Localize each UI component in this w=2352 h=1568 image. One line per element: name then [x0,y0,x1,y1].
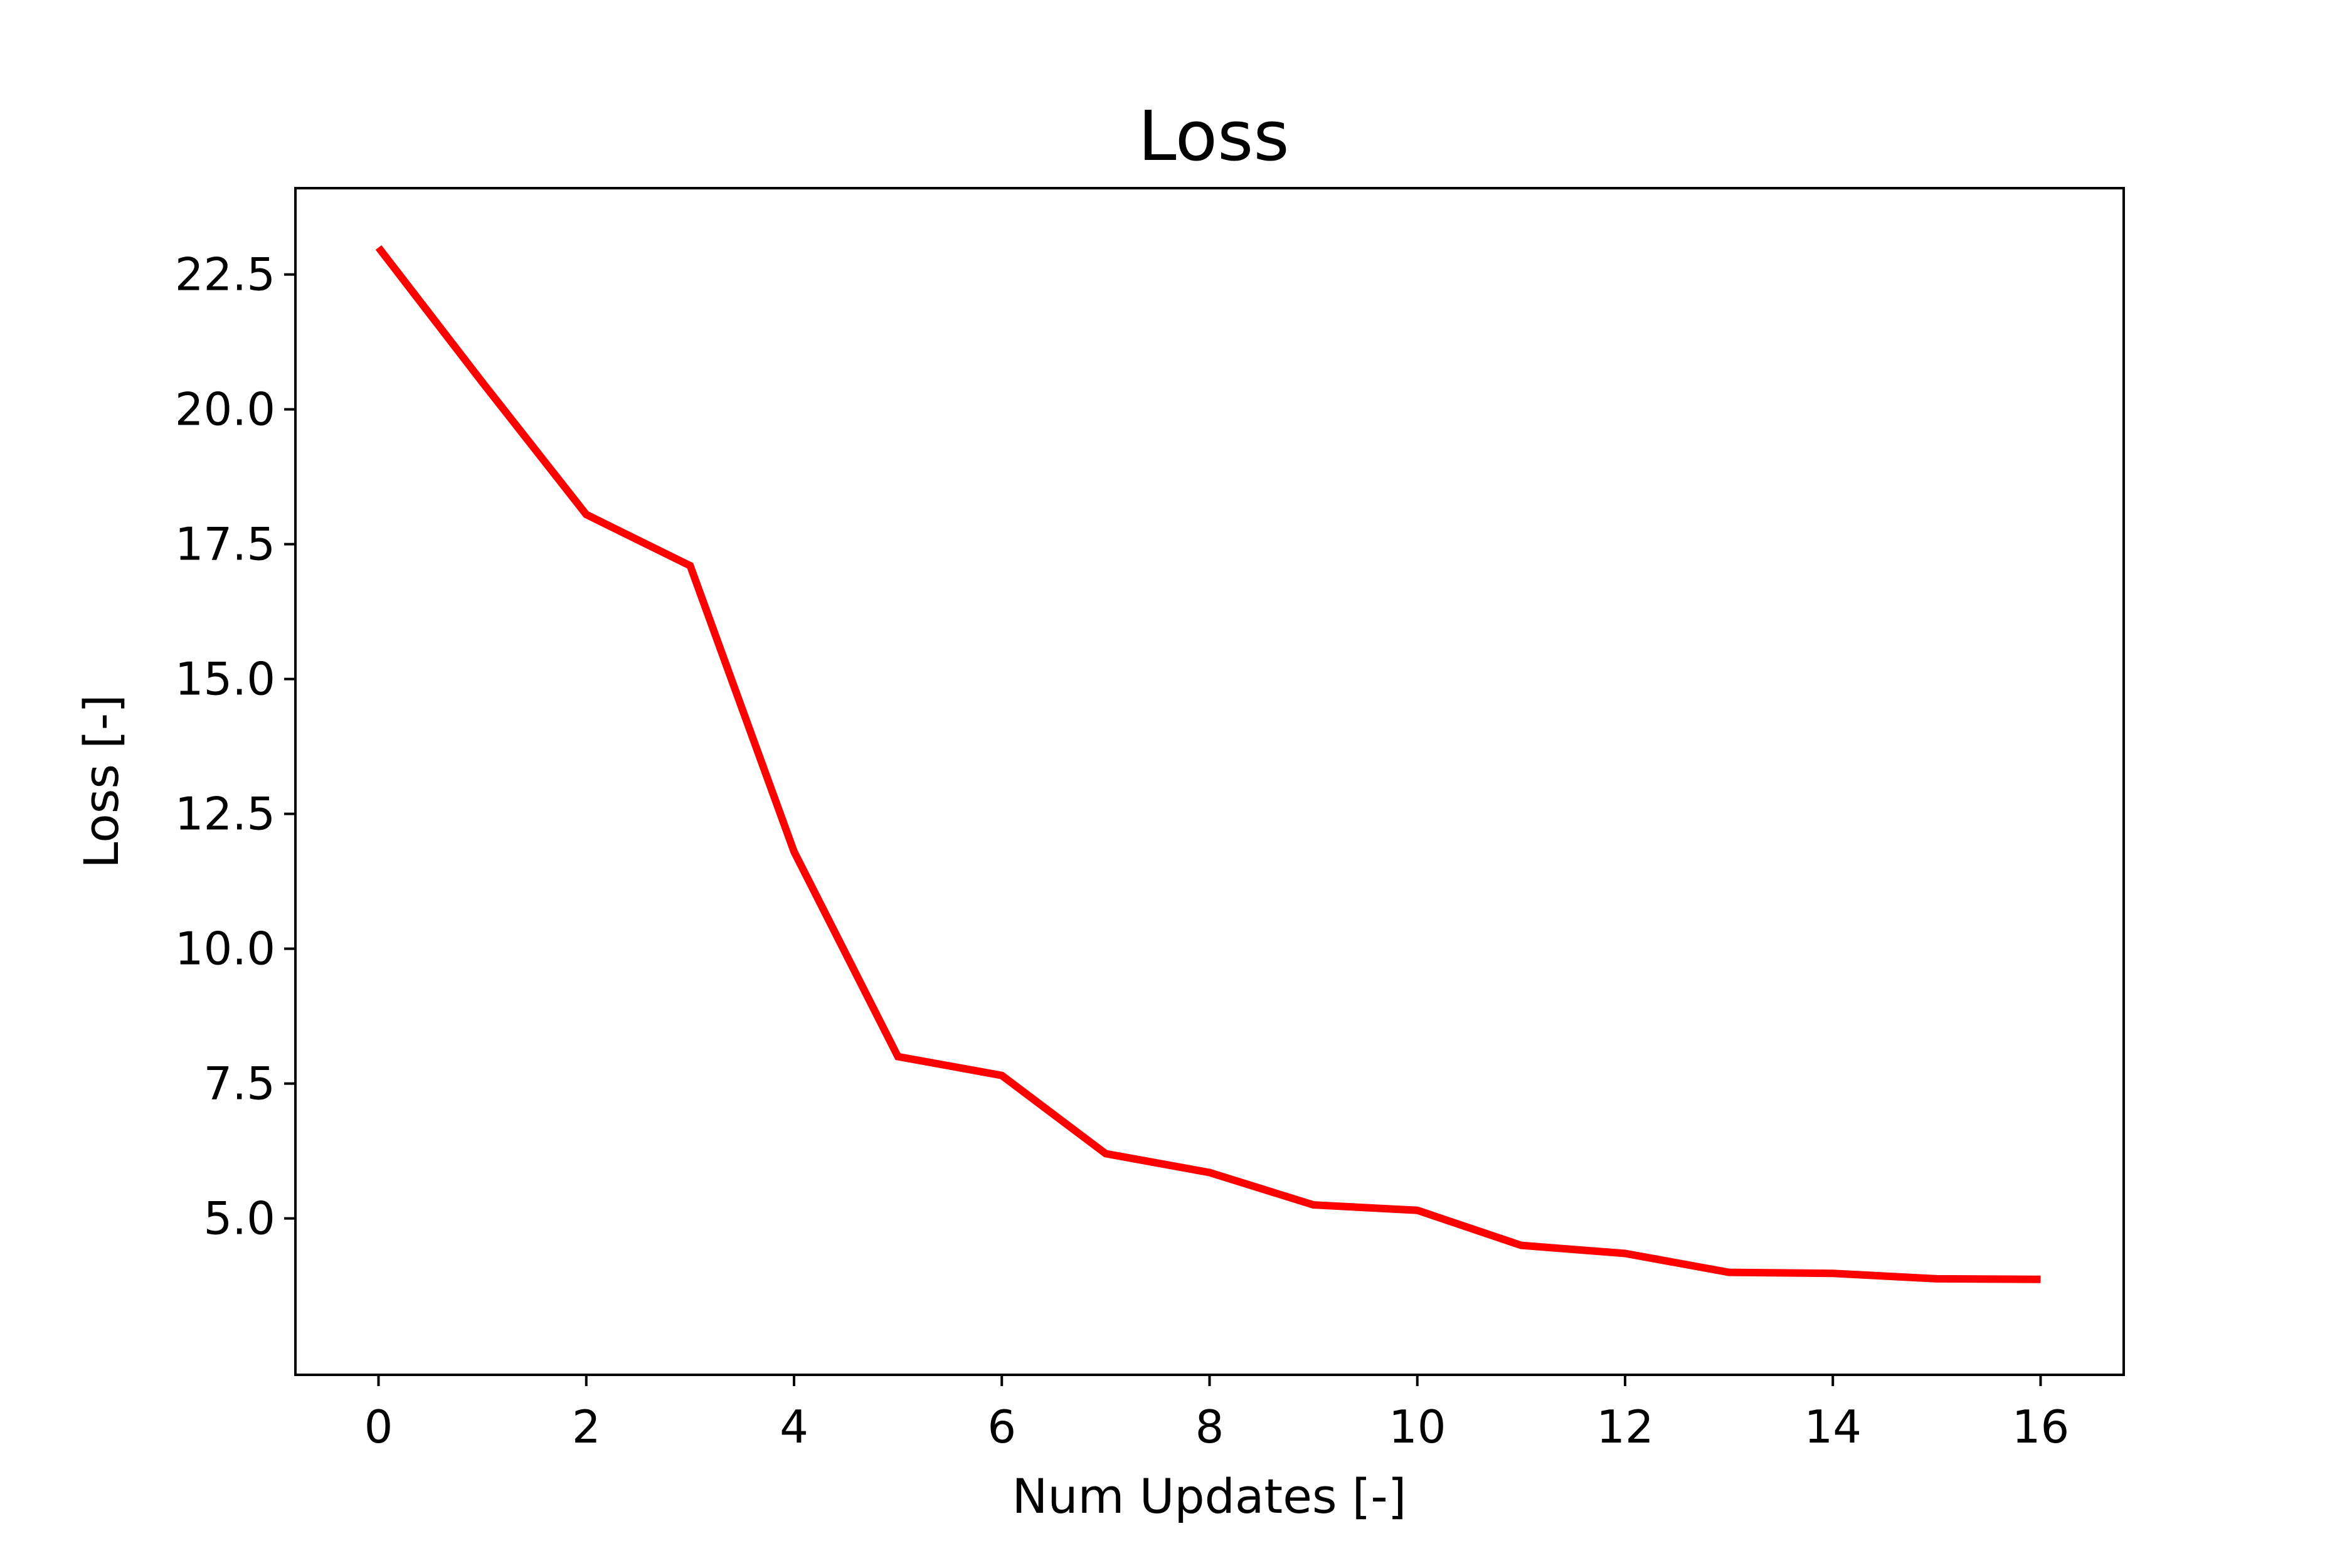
x-tick-label: 14 [1804,1401,1862,1453]
y-tick-label: 5.0 [203,1192,275,1245]
y-tick-label: 17.5 [175,518,275,571]
x-tick-label: 6 [987,1401,1016,1453]
y-tick-label: 12.5 [175,788,275,840]
x-tick-label: 12 [1596,1401,1654,1453]
chart-title: Loss [1138,96,1289,176]
x-axis-label: Num Updates [-] [1012,1468,1407,1524]
x-tick-label: 16 [2012,1401,2070,1453]
x-tick-label: 0 [364,1401,393,1453]
x-tick-label: 2 [572,1401,601,1453]
y-axis-ticks: 5.0 7.5 10.0 12.5 15.0 17.5 20.0 22.5 [175,248,295,1245]
y-tick-label: 7.5 [203,1057,275,1110]
x-axis-ticks: 0 2 4 6 8 10 12 14 16 [364,1375,2070,1453]
y-tick-label: 10.0 [175,923,275,975]
plot-frame [294,187,2125,1376]
x-tick-label: 8 [1195,1401,1224,1453]
y-axis-label: Loss [-] [73,694,129,869]
y-tick-label: 22.5 [175,248,275,301]
x-tick-label: 10 [1389,1401,1446,1453]
y-tick-label: 20.0 [175,383,275,436]
x-tick-label: 4 [780,1401,808,1453]
loss-series-line [375,245,2041,1283]
y-tick-label: 15.0 [175,653,275,706]
